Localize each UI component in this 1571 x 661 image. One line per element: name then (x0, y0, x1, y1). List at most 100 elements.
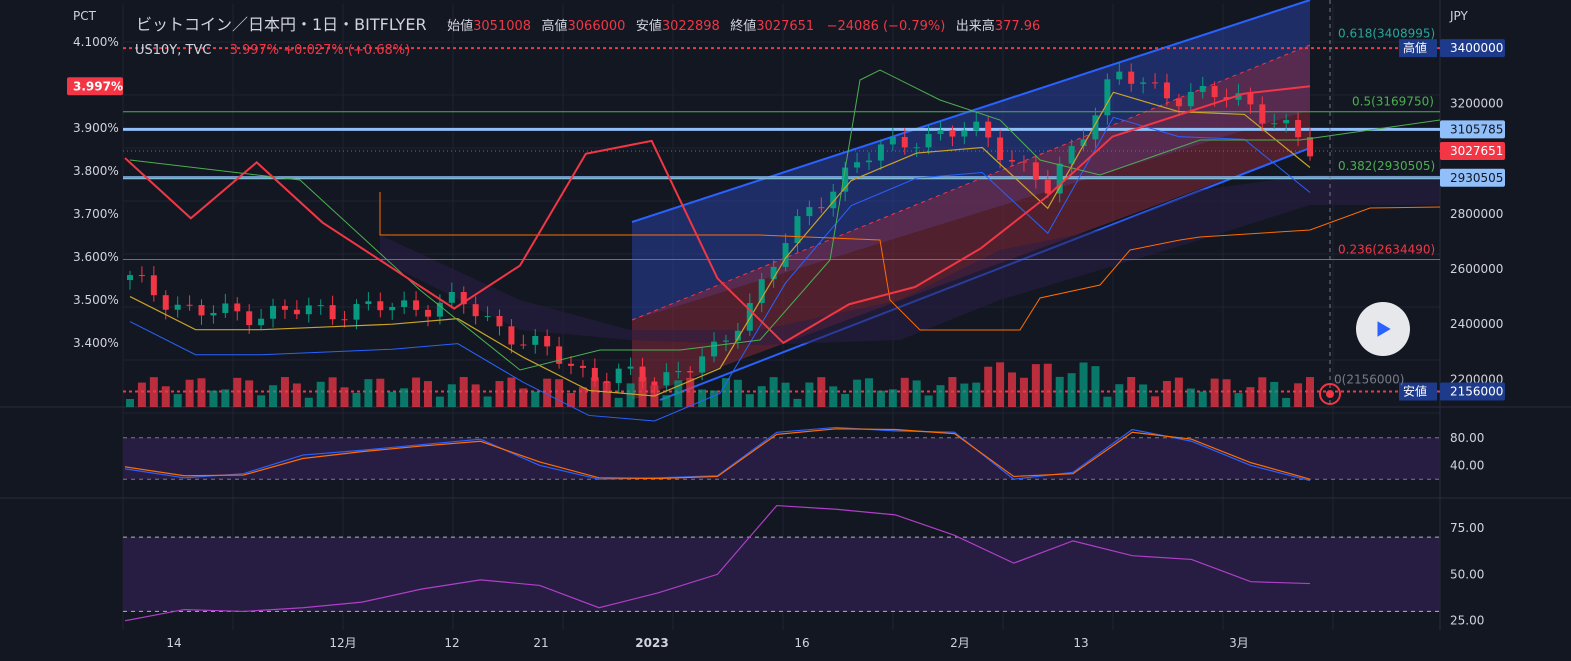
volume-bar (304, 397, 313, 407)
volume-bar (257, 395, 266, 407)
volume-bar (960, 383, 969, 407)
candle-body (711, 341, 718, 357)
low-badge (1440, 382, 1505, 401)
volume-bar (1162, 380, 1171, 407)
candle-body (1020, 161, 1027, 163)
volume-bar (1055, 376, 1064, 407)
volume-bar (161, 386, 170, 407)
volume-bar (1282, 397, 1291, 407)
left-axis-tick: 4.100% (73, 35, 119, 49)
symbol-name[interactable]: ビットコイン／日本円・1日・BITFLYER (136, 15, 427, 34)
volume-bar (233, 377, 242, 407)
stoch-band (123, 437, 1440, 480)
candle-body (568, 363, 575, 366)
volume-bar (733, 379, 742, 407)
volume-bar (435, 396, 444, 407)
volume-bar (841, 393, 850, 407)
volume-bar (1246, 387, 1255, 407)
x-axis-tick: 21 (533, 636, 548, 650)
fib-label-0382: 0.382(2930505) (1338, 159, 1435, 173)
volume-bar (388, 391, 397, 407)
volume-bar (626, 383, 635, 407)
candle-body (997, 137, 1004, 161)
candle-body (1032, 162, 1039, 180)
candle-body (1295, 120, 1302, 138)
volume-bar (853, 379, 862, 407)
candle-body (1163, 82, 1170, 99)
right-axis-tick: 2600000 (1450, 262, 1503, 276)
volume-bar (459, 377, 468, 407)
rsi-band (123, 537, 1440, 612)
volume-bar (1258, 377, 1267, 407)
low-badge-text: 2156000 (1450, 385, 1503, 399)
candle-body (532, 336, 539, 345)
candle-body (436, 302, 443, 317)
volume-bar (209, 390, 218, 407)
volume-bar (471, 384, 480, 407)
candle-body (1009, 160, 1016, 162)
candle-body (1104, 79, 1111, 116)
left-axis-tick: 3.800% (73, 164, 119, 178)
candle-body (1140, 82, 1147, 84)
volume-bar (876, 390, 885, 407)
x-axis-tick: 13 (1073, 636, 1088, 650)
candle-body (842, 167, 849, 192)
candle-body (293, 309, 300, 315)
candle-body (663, 372, 670, 386)
volume-bar (864, 378, 873, 407)
candle-body (985, 121, 992, 138)
upper-line-badge-text: 3105785 (1450, 122, 1503, 136)
fib-label-05: 0.5(3169750) (1352, 95, 1434, 109)
candle-body (925, 134, 932, 148)
volume-bar (662, 395, 671, 407)
rsi-axis-tick: 50.00 (1450, 567, 1484, 581)
channel-mid-line (631, 44, 1311, 321)
volume-bar (1031, 364, 1040, 407)
lower-line-badge-text: 2930505 (1450, 171, 1503, 185)
candle-body (877, 144, 884, 161)
record-button[interactable] (1319, 383, 1341, 405)
volume-bar (1008, 372, 1017, 407)
candle-body (1199, 86, 1206, 92)
volume-bar (805, 382, 814, 407)
play-button[interactable] (1356, 302, 1410, 356)
candle-body (496, 315, 503, 327)
volume-bar (507, 377, 516, 407)
volume-bar (1091, 366, 1100, 407)
candle-body (365, 301, 372, 305)
volume-bar (1127, 377, 1136, 407)
high-label-text: 高値 (1403, 40, 1427, 55)
low-value: 3022898 (661, 19, 720, 34)
volume-bar (173, 394, 182, 407)
overlay-symbol[interactable]: US10Y, TVC (135, 43, 212, 58)
close-value: 3027651 (756, 19, 815, 34)
last-price-badge-text: 3027651 (1450, 144, 1503, 158)
volume-bar (590, 377, 599, 407)
right-axis-tick: 2800000 (1450, 207, 1503, 221)
candle-body (1247, 93, 1254, 105)
volume-bar (1151, 396, 1160, 407)
volume-bar (1043, 363, 1052, 407)
candle-body (377, 301, 384, 311)
volume-bar (578, 387, 587, 407)
candle-body (186, 304, 193, 306)
left-axis-tick: 3.400% (73, 336, 119, 350)
volume-bar (280, 377, 289, 407)
moving-average-line (129, 91, 1311, 397)
candle-body (127, 275, 133, 281)
x-axis-tick: 12 (444, 636, 459, 650)
volume-bar (1079, 362, 1088, 407)
candle-body (413, 300, 420, 310)
candle-body (138, 275, 145, 277)
candle-body (1080, 139, 1087, 147)
volume-bar (924, 395, 933, 407)
candle-body (305, 305, 312, 315)
volume-bar (1306, 377, 1314, 407)
stoch-axis-tick: 40.00 (1450, 458, 1484, 472)
volume-bar (948, 377, 957, 407)
volume-bar (912, 380, 921, 407)
candle-body (448, 292, 455, 303)
candle-body (1068, 146, 1075, 164)
